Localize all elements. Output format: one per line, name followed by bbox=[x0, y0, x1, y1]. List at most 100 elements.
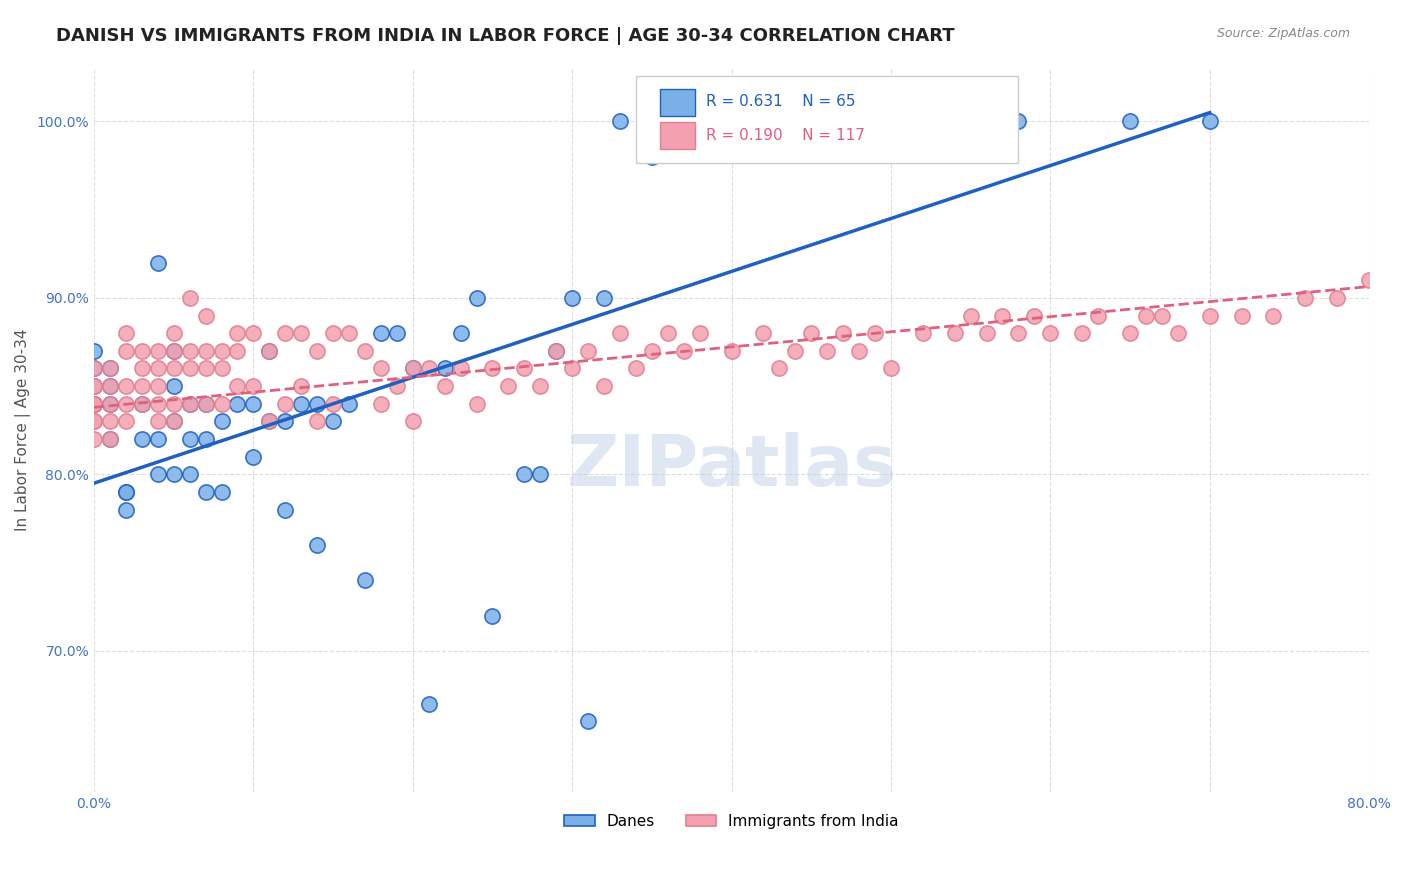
Point bbox=[689, 326, 711, 341]
Point bbox=[465, 397, 488, 411]
Text: R = 0.631    N = 65: R = 0.631 N = 65 bbox=[706, 94, 856, 109]
Point bbox=[402, 361, 425, 376]
Point bbox=[179, 397, 201, 411]
Point bbox=[98, 397, 121, 411]
Point bbox=[163, 414, 186, 428]
Point bbox=[832, 326, 855, 341]
Point bbox=[146, 361, 169, 376]
Point bbox=[163, 467, 186, 482]
Point bbox=[274, 414, 297, 428]
Point bbox=[433, 379, 456, 393]
Point bbox=[115, 485, 138, 500]
Point bbox=[418, 697, 440, 711]
Point bbox=[1230, 309, 1253, 323]
Point bbox=[911, 326, 934, 341]
Point bbox=[481, 361, 503, 376]
Point bbox=[450, 326, 472, 341]
Point bbox=[848, 343, 870, 358]
Point bbox=[641, 343, 664, 358]
Point bbox=[242, 379, 264, 393]
Point bbox=[370, 361, 392, 376]
Point bbox=[1358, 273, 1381, 287]
Point bbox=[1294, 291, 1316, 305]
Point bbox=[290, 379, 312, 393]
Point bbox=[498, 379, 520, 393]
Point bbox=[83, 361, 105, 376]
Text: R = 0.190    N = 117: R = 0.190 N = 117 bbox=[706, 128, 865, 143]
Point bbox=[83, 379, 105, 393]
Point bbox=[370, 326, 392, 341]
Point bbox=[657, 114, 679, 128]
Point bbox=[322, 397, 344, 411]
Point bbox=[259, 343, 281, 358]
Point bbox=[976, 326, 998, 341]
Point bbox=[593, 379, 616, 393]
Point bbox=[146, 343, 169, 358]
Point bbox=[880, 114, 903, 128]
Point bbox=[1119, 326, 1142, 341]
Point bbox=[307, 397, 329, 411]
Point bbox=[163, 326, 186, 341]
Point bbox=[146, 414, 169, 428]
Point bbox=[322, 414, 344, 428]
Point bbox=[513, 467, 536, 482]
Point bbox=[259, 414, 281, 428]
Point bbox=[194, 432, 217, 446]
Point bbox=[194, 343, 217, 358]
Point bbox=[226, 343, 249, 358]
Point bbox=[370, 397, 392, 411]
Point bbox=[752, 326, 775, 341]
Point bbox=[115, 397, 138, 411]
FancyBboxPatch shape bbox=[661, 89, 695, 116]
Point bbox=[641, 150, 664, 164]
Point bbox=[163, 414, 186, 428]
Point bbox=[194, 397, 217, 411]
Point bbox=[259, 343, 281, 358]
Point bbox=[115, 414, 138, 428]
Point bbox=[529, 379, 551, 393]
Point bbox=[815, 343, 838, 358]
Point bbox=[337, 326, 360, 341]
Text: Source: ZipAtlas.com: Source: ZipAtlas.com bbox=[1216, 27, 1350, 40]
Point bbox=[83, 397, 105, 411]
Point bbox=[832, 114, 855, 128]
Point bbox=[1326, 291, 1348, 305]
Point bbox=[163, 343, 186, 358]
Point bbox=[83, 397, 105, 411]
Point bbox=[163, 343, 186, 358]
Point bbox=[354, 343, 377, 358]
Point bbox=[194, 361, 217, 376]
Point bbox=[800, 326, 823, 341]
Point bbox=[322, 326, 344, 341]
Point bbox=[83, 379, 105, 393]
Point bbox=[959, 309, 981, 323]
Point bbox=[194, 309, 217, 323]
Point bbox=[211, 485, 233, 500]
Point bbox=[163, 397, 186, 411]
Point bbox=[131, 432, 153, 446]
Point bbox=[385, 326, 408, 341]
Point bbox=[385, 379, 408, 393]
Y-axis label: In Labor Force | Age 30-34: In Labor Force | Age 30-34 bbox=[15, 329, 31, 532]
Point bbox=[768, 361, 790, 376]
Point bbox=[561, 361, 583, 376]
Point bbox=[576, 714, 599, 729]
Point bbox=[450, 361, 472, 376]
Point bbox=[1198, 309, 1220, 323]
Point bbox=[146, 255, 169, 269]
Point bbox=[83, 397, 105, 411]
Point bbox=[179, 432, 201, 446]
Point bbox=[163, 379, 186, 393]
Point bbox=[98, 414, 121, 428]
Point bbox=[83, 397, 105, 411]
Point bbox=[402, 414, 425, 428]
Point bbox=[242, 450, 264, 464]
Point bbox=[943, 326, 966, 341]
Point bbox=[546, 343, 568, 358]
Point bbox=[593, 291, 616, 305]
Point bbox=[98, 379, 121, 393]
Point bbox=[211, 397, 233, 411]
Point bbox=[1198, 114, 1220, 128]
Point bbox=[131, 361, 153, 376]
Point bbox=[226, 326, 249, 341]
